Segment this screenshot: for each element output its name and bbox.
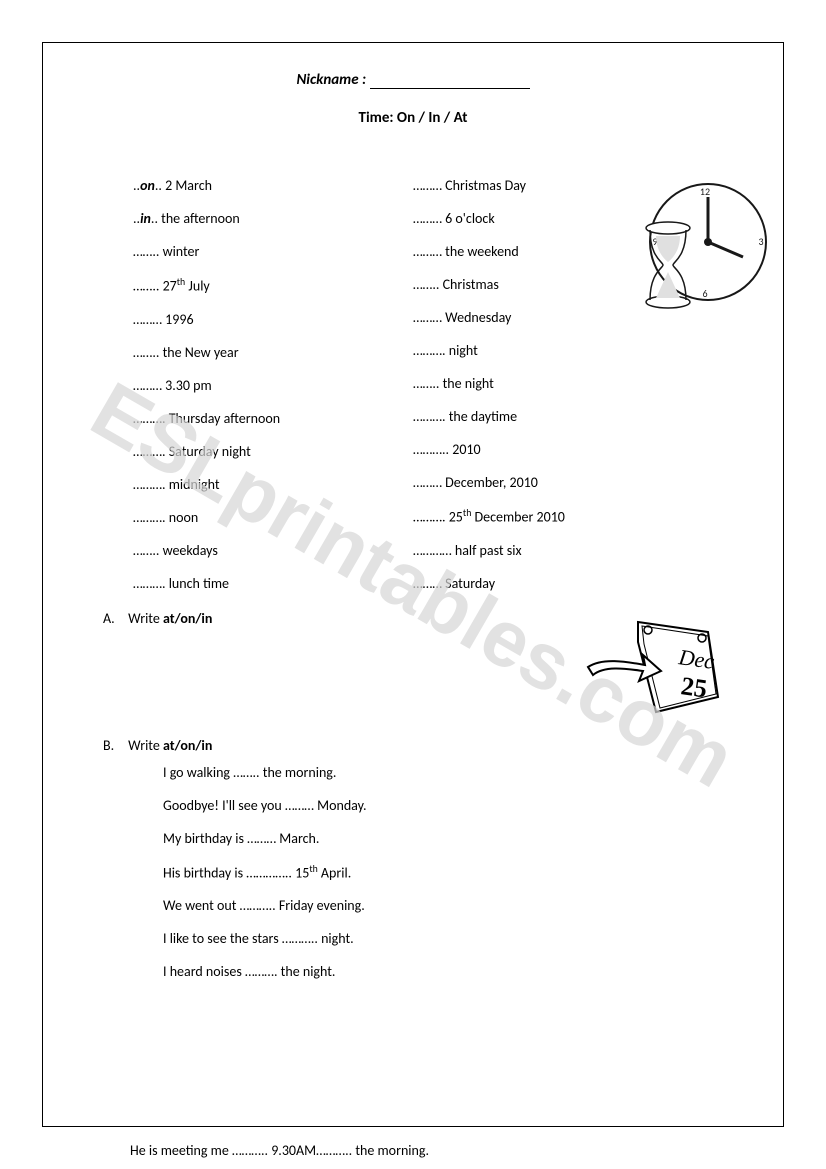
footer-sentence: He is meeting me ……….. 9.30AM……….. the m…	[130, 1142, 429, 1159]
fill-blank-row[interactable]: ………. night	[413, 342, 693, 359]
left-column: ..on.. 2 March ..in.. the afternoon …….. w…	[133, 177, 413, 608]
section-b-bold: at/on/in	[163, 737, 212, 754]
fill-blank-row[interactable]: ..in.. the afternoon	[133, 210, 413, 227]
sentence-row[interactable]: We went out ……….. Friday evening.	[163, 897, 743, 914]
fill-blank-row[interactable]: …….. the New year	[133, 344, 413, 361]
fill-blank-row[interactable]: ……… 1996	[133, 311, 413, 328]
fill-blank-row[interactable]: …….. the night	[413, 375, 693, 392]
fill-blank-row[interactable]: …….. 27th July	[133, 276, 413, 295]
fill-blank-row[interactable]: ……….. 2010	[413, 441, 693, 458]
nickname-blank[interactable]	[370, 88, 530, 89]
calendar-day-text: 25	[679, 671, 709, 703]
clock-hourglass-icon: 12 3 6 9	[613, 167, 773, 327]
nickname-row: Nickname :	[83, 71, 743, 89]
fill-blank-row[interactable]: ……… Saturday	[413, 575, 693, 592]
header: Nickname : Time: On / In / At	[83, 71, 743, 127]
section-b: B. Write at/on/in I go walking …….. the …	[83, 737, 743, 981]
fill-blank-row[interactable]: ………. 25th December 2010	[413, 507, 693, 526]
fill-blank-row[interactable]: …….. weekdays	[133, 542, 413, 559]
nickname-label: Nickname :	[296, 71, 366, 89]
section-b-text: Write	[128, 737, 163, 754]
svg-text:3: 3	[758, 235, 763, 248]
svg-text:12: 12	[700, 185, 710, 198]
section-a-bold: at/on/in	[163, 610, 212, 627]
page-frame: Nickname : Time: On / In / At 12 3 6 9	[42, 42, 784, 1127]
fill-blank-row[interactable]: ………. midnight	[133, 476, 413, 493]
exercise-a-columns: 12 3 6 9 Dec 25 ..on	[83, 177, 743, 608]
sentence-row[interactable]: My birthday is ……… March.	[163, 830, 743, 847]
fill-blank-row[interactable]: ……… 3.30 pm	[133, 377, 413, 394]
fill-blank-row[interactable]: ………. noon	[133, 509, 413, 526]
calendar-dec25-icon: Dec 25	[583, 607, 733, 737]
fill-blank-row[interactable]: ..on.. 2 March	[133, 177, 413, 194]
svg-text:6: 6	[702, 287, 707, 300]
fill-blank-row[interactable]: ……… December, 2010	[413, 474, 693, 491]
fill-blank-row[interactable]: ………. Saturday night	[133, 443, 413, 460]
sentence-row[interactable]: His birthday is ………….. 15th April.	[163, 863, 743, 882]
sentence-row[interactable]: I go walking …….. the morning.	[163, 764, 743, 781]
page-title: Time: On / In / At	[83, 109, 743, 127]
fill-blank-row[interactable]: ………. the daytime	[413, 408, 693, 425]
section-b-letter: B.	[103, 737, 125, 754]
calendar-month-text: Dec	[676, 644, 716, 674]
section-a-letter: A.	[103, 610, 125, 627]
section-b-sentences: I go walking …….. the morning. Goodbye! I…	[83, 764, 743, 981]
fill-blank-row[interactable]: ………. lunch time	[133, 575, 413, 592]
fill-blank-row[interactable]: ………… half past six	[413, 542, 693, 559]
fill-blank-row[interactable]: ………. Thursday afternoon	[133, 410, 413, 427]
section-a-text: Write	[128, 610, 163, 627]
sentence-row[interactable]: Goodbye! I'll see you ……… Monday.	[163, 797, 743, 814]
fill-blank-row[interactable]: …….. winter	[133, 243, 413, 260]
section-b-label: B. Write at/on/in	[83, 737, 743, 754]
sentence-row[interactable]: I heard noises ………. the night.	[163, 963, 743, 980]
sentence-row[interactable]: I like to see the stars ……….. night.	[163, 930, 743, 947]
